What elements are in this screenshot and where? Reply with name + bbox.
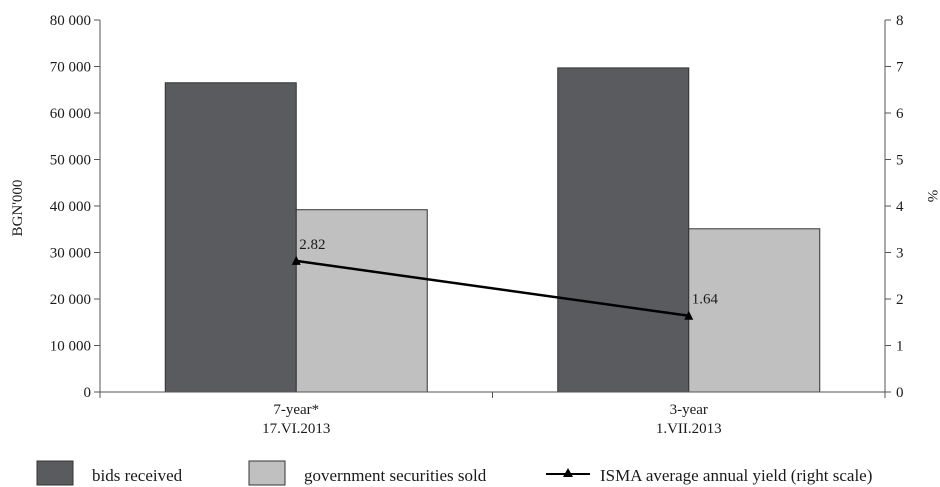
y-axis-title: BGN'000 [10,180,26,237]
y-tick-label: 20 000 [50,292,91,308]
y-tick-label: 50 000 [50,153,91,169]
legend-swatch-bids-received [36,460,74,486]
y2-tick-label: 5 [896,153,904,169]
bar-bids-received-1 [557,67,690,393]
y2-tick-label: 4 [896,199,904,215]
labels-layer: 7-year* 17.VI.2013 3-year 1.VII.2013 0 10 000… [50,13,904,437]
x-tick-label: 7-year* [273,402,319,418]
y2-tick-label: 6 [896,106,904,122]
y2-tick-label: 8 [896,13,904,29]
x-tick-label: 1.VII.2013 [656,421,722,437]
y-tick-label: 60 000 [50,106,91,122]
legend-label-securities-sold: government securities sold [304,466,487,485]
legend-marker-yield [563,468,573,477]
bar-bids-received-0 [164,82,297,393]
y-tick-label: 70 000 [50,60,91,76]
y-tick-label: 80 000 [50,13,91,29]
bar-securities-sold-0 [295,209,428,393]
y2-tick-label: 0 [896,385,904,401]
bar-securities-sold-1 [688,228,821,393]
y2-tick-label: 7 [896,60,904,76]
x-tick-label: 3-year [670,402,708,418]
y2-tick-label: 2 [896,292,904,308]
yield-line [296,259,689,317]
legend-label-yield: ISMA average annual yield (right scale) [600,466,872,485]
yield-marker [291,255,301,265]
axes-layer [94,19,891,398]
y-tick-label: 0 [84,385,92,401]
y2-tick-label: 3 [896,246,904,262]
legend-label-bids-received: bids received [92,466,183,485]
yield-data-label: 2.82 [299,237,325,253]
yield-data-label: 1.64 [692,292,719,308]
y-tick-label: 10 000 [50,339,91,355]
legend-swatch-securities-sold [248,460,286,486]
legend: bids received government securities sold… [36,460,872,486]
y2-tick-label: 1 [896,339,904,355]
y2-axis-title: % [924,190,940,203]
yield-marker [684,310,694,320]
y-tick-label: 30 000 [50,246,91,262]
y-tick-label: 40 000 [50,199,91,215]
bars-layer [164,67,821,393]
line-layer [291,255,694,320]
x-tick-label: 17.VI.2013 [262,421,330,437]
